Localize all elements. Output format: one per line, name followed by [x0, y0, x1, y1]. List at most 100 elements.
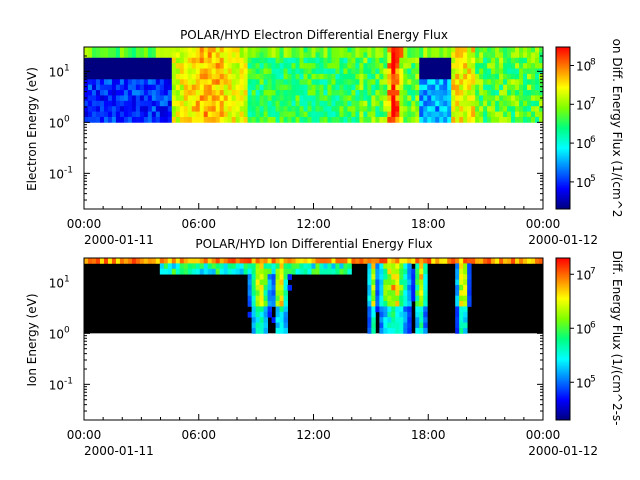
- spectrogram-cell: [299, 47, 304, 53]
- spectrogram-cell: [259, 327, 265, 334]
- spectrogram-cell: [387, 106, 392, 112]
- spectrogram-cell: [455, 63, 460, 69]
- spectrogram-cell: [163, 47, 169, 53]
- spectrogram-cell: [139, 68, 145, 75]
- spectrogram-cell: [171, 268, 177, 275]
- spectrogram-cell: [103, 106, 109, 112]
- spectrogram-cell: [247, 279, 253, 286]
- spectrogram-cell: [435, 111, 440, 118]
- spectrogram-cell: [84, 100, 89, 107]
- spectrogram-cell: [307, 116, 312, 123]
- spectrogram-cell: [423, 84, 428, 91]
- spectrogram-cell: [347, 47, 352, 53]
- spectrogram-cell: [195, 263, 201, 270]
- spectrogram-cell: [111, 47, 117, 53]
- spectrogram-cell: [115, 73, 121, 80]
- spectrogram-cell: [147, 95, 153, 102]
- spectrogram-cell: [499, 63, 504, 69]
- spectrogram-cell: [119, 95, 125, 102]
- spectrogram-cell: [135, 47, 141, 53]
- spectrogram-cell: [251, 90, 257, 96]
- spectrogram-cell: [119, 79, 125, 86]
- spectrogram-cell: [207, 268, 213, 275]
- spectrogram-cell: [267, 84, 272, 91]
- spectrogram-cell: [183, 52, 189, 59]
- spectrogram-cell: [519, 116, 524, 123]
- spectrogram-cell: [127, 84, 133, 91]
- spectrogram-cell: [403, 258, 408, 264]
- spectrogram-cell: [87, 79, 93, 86]
- spectrogram-cell: [423, 106, 428, 112]
- spectrogram-cell: [451, 84, 456, 91]
- spectrogram-cell: [415, 311, 420, 318]
- spectrogram-cell: [375, 100, 380, 107]
- spectrogram-cell: [495, 95, 500, 102]
- spectrogram-cell: [95, 47, 101, 53]
- spectrogram-cell: [403, 327, 408, 334]
- spectrogram-cell: [383, 327, 388, 334]
- spectrogram-cell: [419, 84, 424, 91]
- spectrogram-cell: [231, 111, 237, 118]
- spectrogram-cell: [539, 111, 544, 118]
- spectrogram-cell: [167, 90, 173, 96]
- spectrogram-cell: [87, 47, 93, 53]
- spectrogram-cell: [103, 116, 109, 123]
- spectrogram-cell: [407, 63, 412, 69]
- spectrogram-cell: [227, 111, 233, 118]
- spectrogram-cell: [471, 57, 476, 64]
- spectrogram-cell: [263, 258, 268, 264]
- spectrogram-cell: [455, 73, 460, 80]
- spectrogram-cell: [103, 63, 109, 69]
- spectrogram-cell: [95, 68, 101, 75]
- spectrogram-cell: [159, 116, 165, 123]
- spectrogram-cell: [411, 90, 416, 96]
- spectrogram-cell: [143, 100, 149, 107]
- spectrogram-cell: [467, 95, 472, 102]
- spectrogram-cell: [255, 73, 261, 80]
- spectrogram-cell: [267, 290, 272, 297]
- spectrogram-cell: [223, 268, 229, 275]
- spectrogram-cell: [287, 84, 292, 91]
- spectrogram-cell: [443, 63, 448, 69]
- spectrogram-cell: [399, 327, 404, 334]
- spectrogram-cell: [423, 268, 428, 275]
- spectrogram-cell: [463, 68, 468, 75]
- spectrogram-cell: [339, 106, 344, 112]
- spectrogram-cell: [403, 68, 408, 75]
- spectrogram-cell: [255, 268, 261, 275]
- spectrogram-cell: [383, 106, 388, 112]
- spectrogram-cell: [139, 63, 145, 69]
- spectrogram-cell: [127, 63, 133, 69]
- spectrogram-cell: [295, 268, 300, 275]
- spectrogram-cell: [367, 73, 372, 80]
- spectrogram-cell: [351, 116, 356, 123]
- spectrogram-cell: [167, 111, 173, 118]
- spectrogram-cell: [211, 73, 217, 80]
- spectrogram-cell: [507, 68, 512, 75]
- spectrogram-cell: [283, 68, 288, 75]
- spectrogram-cell: [231, 268, 237, 275]
- spectrogram-cell: [371, 301, 376, 307]
- spectrogram-cell: [351, 100, 356, 107]
- spectrogram-cell: [527, 63, 532, 69]
- spectrogram-cell: [291, 79, 296, 86]
- spectrogram-cell: [115, 79, 121, 86]
- spectrogram-cell: [399, 317, 404, 323]
- spectrogram-cell: [471, 73, 476, 80]
- spectrogram-cell: [199, 63, 205, 69]
- spectrogram-cell: [419, 57, 424, 64]
- spectrogram-cell: [503, 95, 508, 102]
- spectrogram-cell: [419, 63, 424, 69]
- spectrogram-cell: [447, 73, 452, 80]
- spectrogram-cell: [139, 100, 145, 107]
- spectrogram-cell: [227, 90, 233, 96]
- spectrogram-cell: [171, 63, 177, 69]
- spectrogram-cell: [399, 63, 404, 69]
- spectrogram-cell: [287, 57, 292, 64]
- spectrogram-cell: [467, 274, 472, 280]
- spectrogram-cell: [483, 73, 488, 80]
- spectrogram-cell: [327, 258, 332, 264]
- spectrogram-cell: [187, 90, 193, 96]
- spectrogram-cell: [379, 284, 384, 291]
- spectrogram-cell: [147, 79, 153, 86]
